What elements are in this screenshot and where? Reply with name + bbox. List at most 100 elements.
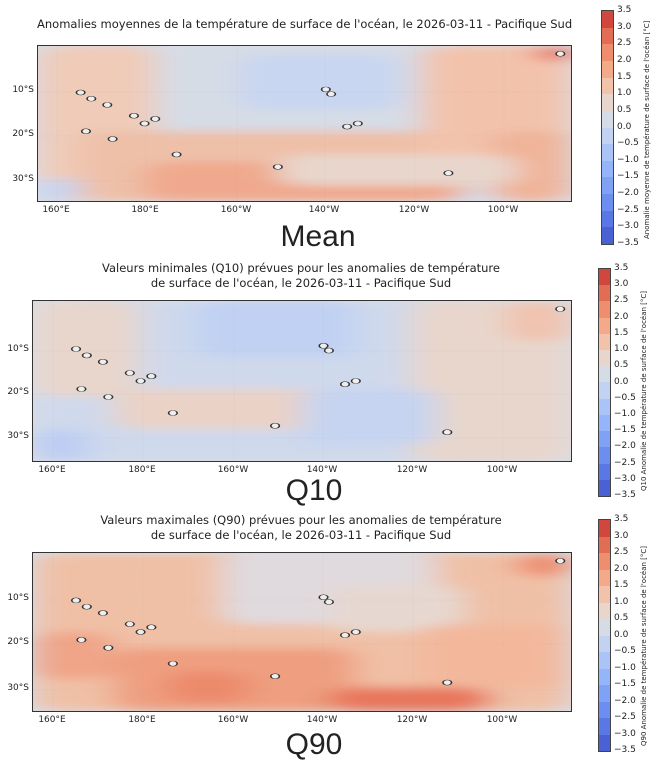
colorbar-swatch — [602, 110, 613, 128]
colorbar-tick-label: 1.5 — [614, 580, 629, 590]
colorbar-tick-label: −2.0 — [614, 441, 636, 452]
colorbar-tick-label: −3.5 — [614, 745, 636, 755]
lat-tick-label: 10°S — [12, 85, 34, 95]
island-outline — [146, 624, 157, 631]
colorbar-tick-label: 1.0 — [614, 344, 629, 355]
colorbar-swatch — [599, 553, 610, 570]
island-outline — [272, 164, 283, 170]
plot-title: Anomalies moyennes de la température de … — [37, 17, 573, 31]
island-outline — [139, 120, 150, 127]
colorbar-tick-label: 2.5 — [617, 38, 632, 49]
colorbar-swatch — [599, 602, 610, 619]
lon-tick-label: 100°W — [487, 205, 519, 215]
island-outline — [350, 629, 361, 635]
anomaly-region — [328, 687, 491, 711]
colorbar-tick-label: −2.0 — [614, 695, 636, 706]
colorbar-swatch — [599, 317, 610, 334]
island-outline — [80, 128, 92, 134]
island-outline — [320, 86, 331, 93]
colorbar-swatch — [599, 586, 610, 603]
colorbar-swatch — [599, 520, 610, 537]
colorbar-tick-label: 2.0 — [617, 54, 632, 65]
colorbar-swatch — [599, 479, 610, 496]
lon-tick-label: 160°W — [217, 465, 249, 475]
colorbar-tick-label: 3.0 — [614, 279, 629, 290]
colorbar-tick-label: −1.5 — [614, 679, 636, 689]
colorbar-swatch — [599, 350, 610, 367]
island-outline — [167, 410, 178, 416]
colorbar-swatch — [602, 127, 613, 145]
colorbar-tick-label: 3.0 — [614, 530, 629, 541]
colorbar-tick-label: −2.0 — [617, 188, 639, 199]
anomaly-region — [113, 389, 329, 429]
lon-tick-label: 160°E — [42, 205, 70, 215]
lat-tick-label: 20°S — [7, 387, 29, 397]
colorbar-tick-label: 2.0 — [614, 311, 629, 322]
lon-tick-label: 100°W — [486, 715, 518, 725]
lon-tick-label: 180°E — [131, 205, 159, 215]
island-outline — [443, 170, 454, 176]
colorbar-tick-label: −1.5 — [617, 171, 639, 182]
colorbar-swatch — [602, 210, 613, 228]
island-outline — [146, 373, 157, 380]
colorbar-swatch — [599, 685, 610, 702]
anomaly-region — [38, 177, 81, 201]
anomaly-region — [539, 46, 571, 62]
anomaly-region — [420, 624, 571, 688]
island-outline — [339, 381, 351, 388]
lon-tick-label: 120°W — [396, 715, 428, 725]
anomaly-region — [194, 301, 356, 357]
colorbar-swatch — [599, 569, 610, 586]
colorbar-tick-label: 0.0 — [617, 121, 632, 132]
lat-tick-label: 20°S — [12, 129, 34, 139]
island-outline — [442, 679, 453, 686]
colorbar-swatch — [599, 285, 610, 302]
island-outline — [103, 394, 114, 400]
island-outline — [128, 113, 140, 119]
colorbar-tick-label: −0.5 — [614, 646, 636, 656]
colorbar-swatch — [599, 414, 610, 432]
colorbar-tick-label: −2.5 — [617, 204, 639, 215]
colorbar-tick-label: −2.5 — [614, 457, 636, 468]
colorbar-tick-label: 0.0 — [614, 629, 629, 640]
lon-tick-label: 140°W — [308, 205, 340, 215]
lon-tick-label: 140°W — [306, 715, 338, 725]
colorbar-tick-label: −3.5 — [614, 490, 636, 500]
island-outline — [81, 603, 92, 610]
colorbar-swatch — [599, 301, 610, 318]
anomaly-region — [491, 131, 571, 201]
colorbar-swatch — [602, 60, 613, 78]
island-outline — [171, 151, 182, 158]
colorbar-tick-label: −2.5 — [614, 712, 636, 722]
colorbar-swatch — [599, 431, 610, 448]
colorbar-swatch — [599, 382, 610, 399]
island-outline — [555, 306, 566, 312]
colorbar-tick-label: 2.0 — [614, 563, 629, 574]
colorbar-tick-label: 1.5 — [614, 327, 629, 338]
island-outline — [103, 645, 114, 651]
colorbar-tick-label: 3.5 — [617, 5, 632, 15]
anomaly-region — [33, 429, 87, 461]
island-outline — [86, 95, 97, 102]
lat-tick-label: 10°S — [7, 344, 29, 354]
colorbar — [598, 519, 611, 752]
island-outline — [318, 342, 329, 349]
colorbar-swatch — [599, 447, 610, 464]
colorbar-swatch — [599, 635, 610, 652]
lon-tick-label: 120°W — [398, 205, 430, 215]
island-outline — [339, 632, 351, 638]
island-outline — [102, 102, 113, 108]
colorbar-swatch — [599, 701, 610, 718]
colorbar-tick-label: 0.0 — [614, 376, 629, 387]
island-outline — [76, 637, 87, 643]
colorbar-tick-label: −1.5 — [614, 425, 636, 436]
island-outline — [135, 378, 146, 384]
colorbar-label: Anomalie moyenne de température de surfa… — [643, 20, 651, 239]
island-outline — [269, 673, 281, 680]
island-outline — [150, 116, 161, 122]
colorbar-tick-label: −3.0 — [617, 221, 639, 232]
island-outline — [269, 423, 281, 429]
anomaly-region — [302, 389, 437, 445]
island-outline — [318, 594, 329, 601]
colorbar-swatch — [602, 160, 613, 178]
